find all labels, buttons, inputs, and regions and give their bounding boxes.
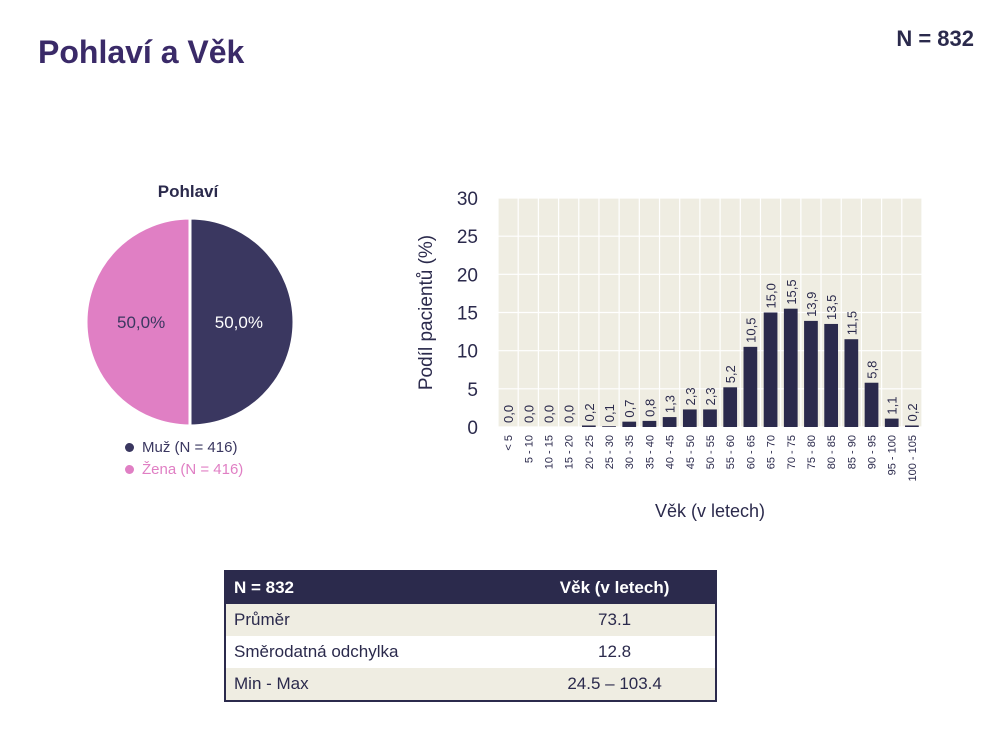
x-tick-label: 35 - 40 — [644, 435, 656, 469]
bar-value-label: 0,2 — [905, 403, 920, 421]
table-cell-label: Min - Max — [225, 668, 515, 701]
x-tick-label: 95 - 100 — [887, 435, 899, 475]
bar-value-label: 11,5 — [844, 311, 859, 335]
pie-legend: Muž (N = 416) Žena (N = 416) — [125, 436, 243, 480]
legend-dot-zena — [125, 464, 134, 474]
x-tick-label: 15 - 20 — [564, 435, 576, 469]
x-tick-label: 60 - 65 — [745, 435, 757, 469]
bar-value-label: 5,8 — [865, 361, 880, 379]
bar — [783, 308, 798, 427]
bar-value-label: 15,5 — [784, 279, 799, 304]
legend-item-zena: Žena (N = 416) — [125, 458, 243, 480]
x-tick-label: 75 - 80 — [806, 435, 818, 469]
bar — [864, 382, 879, 427]
y-tick-label: 30 — [457, 189, 478, 210]
x-axis-title: Věk (v letech) — [655, 501, 765, 521]
bar — [884, 418, 899, 427]
bar-value-label: 2,3 — [683, 387, 698, 405]
x-tick-label: 40 - 45 — [665, 435, 677, 469]
y-tick-label: 10 — [457, 342, 478, 363]
bar — [723, 387, 738, 427]
table-cell-label: Průměr — [225, 604, 515, 636]
x-tick-label: 70 - 75 — [786, 435, 798, 469]
bar — [703, 409, 717, 427]
table-row: Min - Max 24.5 – 103.4 — [225, 668, 716, 701]
x-tick-label: 25 - 30 — [604, 435, 616, 469]
bar-value-label: 13,9 — [804, 292, 819, 317]
bar-value-label: 5,2 — [723, 365, 738, 383]
bar — [804, 320, 818, 427]
bar-value-label: 0,7 — [622, 400, 637, 418]
bar-value-label: 0,1 — [602, 404, 617, 422]
bar — [662, 417, 677, 427]
bar-value-label: 13,5 — [824, 295, 839, 320]
bar — [602, 426, 616, 427]
x-tick-label: 10 - 15 — [543, 435, 555, 469]
x-tick-label: 5 - 10 — [523, 435, 535, 463]
y-tick-label: 0 — [467, 418, 478, 439]
x-tick-label: 85 - 90 — [846, 435, 858, 469]
bar — [642, 420, 657, 427]
x-tick-label: 55 - 60 — [725, 435, 737, 469]
pie-label-zena: 50,0% — [117, 313, 165, 332]
bar — [581, 425, 596, 427]
table-row: Průměr 73.1 — [225, 604, 716, 636]
bar — [682, 409, 697, 427]
pie-slice-zena — [84, 216, 192, 428]
bar-value-label: 0,8 — [642, 399, 657, 417]
bar — [824, 323, 839, 427]
x-tick-label: 30 - 35 — [624, 435, 636, 469]
pie-slice-muz — [188, 216, 296, 428]
bar-value-label: 1,3 — [663, 395, 678, 413]
bar — [844, 339, 859, 427]
pie-chart-title: Pohlaví — [157, 182, 219, 201]
y-tick-label: 25 — [457, 227, 478, 248]
y-axis-title: Podíl pacientů (%) — [416, 235, 437, 390]
bar-value-label: 2,3 — [703, 387, 718, 405]
gender-pie-chart: 50,0% 50,0% — [84, 216, 296, 428]
x-tick-label: 80 - 85 — [826, 435, 838, 469]
page-title: Pohlaví a Věk — [38, 34, 245, 70]
table-cell-label: Směrodatná odchylka — [234, 642, 399, 661]
bar-value-label: 0,0 — [541, 405, 556, 423]
bar-value-label: 1,1 — [885, 397, 900, 415]
age-stats-table: N = 832 Věk (v letech) Průměr 73.1 Směro… — [224, 570, 717, 702]
age-bar-chart: 0 5 10 15 20 25 30 0,0 < 5 0,0 5 - 10 0,0 10 - 15 0,0… — [416, 189, 923, 521]
table-cell-value: 24.5 – 103.4 — [514, 668, 716, 701]
table-row: Směrodatná odchylka 12.8 — [225, 636, 716, 668]
legend-item-muz: Muž (N = 416) — [125, 436, 243, 458]
x-tick-label: 65 - 70 — [766, 435, 778, 469]
x-tick-label: < 5 — [503, 435, 515, 451]
pie-label-muz: 50,0% — [215, 313, 263, 332]
bar — [622, 421, 637, 427]
bar-value-label: 10,5 — [743, 318, 758, 343]
table-header-row: N = 832 Věk (v letech) — [225, 571, 716, 604]
bar-value-label: 0,0 — [501, 405, 516, 423]
bar — [743, 346, 758, 427]
x-tick-label: 50 - 55 — [705, 435, 717, 469]
legend-label-zena: Žena (N = 416) — [142, 460, 244, 478]
y-tick-label: 5 — [467, 380, 478, 401]
bar-value-label: 0,0 — [562, 405, 577, 423]
y-tick-label: 20 — [457, 265, 478, 286]
legend-dot-muz — [125, 442, 134, 452]
legend-label-muz: Muž (N = 416) — [142, 438, 238, 456]
bar-value-label: 0,0 — [521, 405, 536, 423]
table-header-age: Věk (v letech) — [514, 571, 716, 604]
x-tick-label: 45 - 50 — [685, 435, 697, 469]
table-cell-value: 73.1 — [514, 604, 716, 636]
bar — [763, 312, 778, 427]
sample-size-label: N = 832 — [896, 26, 974, 51]
table-cell-value: 12.8 — [598, 642, 632, 661]
x-tick-label: 20 - 25 — [584, 435, 596, 469]
table-header-n: N = 832 — [225, 571, 515, 604]
bar-value-label: 0,2 — [582, 403, 597, 421]
x-tick-label: 90 - 95 — [867, 435, 879, 469]
bar — [905, 425, 919, 427]
y-tick-label: 15 — [457, 304, 478, 325]
bar-value-label: 15,0 — [764, 283, 779, 308]
x-tick-label: 100 - 105 — [907, 435, 919, 481]
